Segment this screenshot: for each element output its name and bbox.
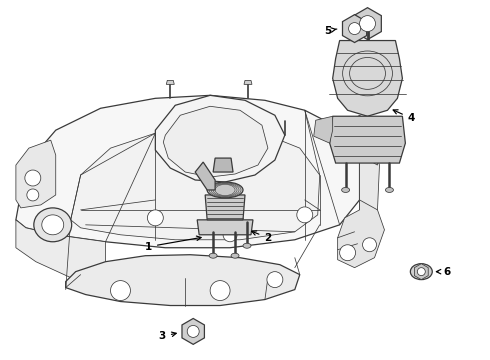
Polygon shape bbox=[340, 115, 377, 165]
Polygon shape bbox=[166, 80, 174, 84]
Polygon shape bbox=[66, 255, 300, 306]
Ellipse shape bbox=[34, 208, 72, 242]
Polygon shape bbox=[330, 116, 405, 163]
Circle shape bbox=[27, 189, 39, 201]
Polygon shape bbox=[163, 106, 268, 177]
Ellipse shape bbox=[231, 253, 239, 258]
Circle shape bbox=[363, 238, 376, 252]
Polygon shape bbox=[195, 162, 215, 190]
Text: 5: 5 bbox=[324, 26, 337, 36]
Polygon shape bbox=[314, 116, 333, 143]
Circle shape bbox=[25, 170, 41, 186]
Polygon shape bbox=[415, 264, 428, 280]
Text: 2: 2 bbox=[252, 231, 271, 243]
Circle shape bbox=[187, 325, 199, 337]
Text: 1: 1 bbox=[145, 236, 201, 252]
Circle shape bbox=[340, 245, 356, 261]
Circle shape bbox=[352, 132, 364, 144]
Text: 6: 6 bbox=[437, 267, 451, 276]
Text: 4: 4 bbox=[393, 110, 415, 123]
Ellipse shape bbox=[386, 188, 393, 193]
Circle shape bbox=[360, 15, 375, 32]
Text: 3: 3 bbox=[159, 332, 176, 341]
Ellipse shape bbox=[410, 264, 432, 280]
Polygon shape bbox=[205, 195, 245, 220]
Circle shape bbox=[348, 23, 361, 35]
Polygon shape bbox=[360, 148, 379, 225]
Polygon shape bbox=[197, 220, 253, 235]
Circle shape bbox=[210, 280, 230, 301]
Ellipse shape bbox=[343, 24, 366, 33]
Polygon shape bbox=[16, 140, 56, 208]
Polygon shape bbox=[333, 41, 402, 116]
Polygon shape bbox=[343, 15, 367, 42]
Circle shape bbox=[417, 268, 425, 276]
Ellipse shape bbox=[207, 182, 243, 198]
Ellipse shape bbox=[183, 327, 203, 336]
Polygon shape bbox=[16, 95, 360, 248]
Circle shape bbox=[111, 280, 130, 301]
Circle shape bbox=[363, 143, 372, 153]
Circle shape bbox=[147, 210, 163, 226]
Polygon shape bbox=[155, 95, 285, 182]
Polygon shape bbox=[213, 158, 233, 172]
Circle shape bbox=[267, 272, 283, 288]
Polygon shape bbox=[16, 220, 105, 289]
Ellipse shape bbox=[342, 188, 349, 193]
Ellipse shape bbox=[42, 215, 64, 235]
Polygon shape bbox=[354, 8, 381, 40]
Circle shape bbox=[297, 207, 313, 223]
Circle shape bbox=[223, 228, 237, 242]
Ellipse shape bbox=[209, 253, 217, 258]
Polygon shape bbox=[338, 200, 385, 268]
Polygon shape bbox=[182, 319, 204, 345]
Polygon shape bbox=[71, 128, 319, 240]
Ellipse shape bbox=[243, 243, 251, 248]
Polygon shape bbox=[244, 80, 252, 84]
